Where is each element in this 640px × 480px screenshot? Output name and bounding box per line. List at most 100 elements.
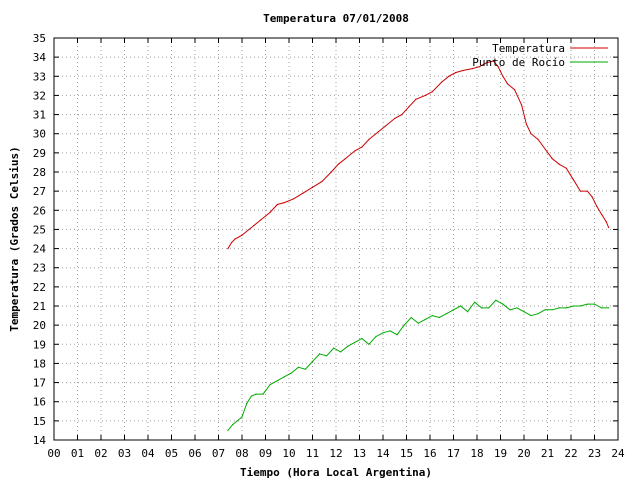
- data-point: [262, 393, 264, 395]
- data-point: [241, 234, 243, 236]
- data-point: [340, 351, 342, 353]
- data-point: [488, 307, 490, 309]
- data-point: [593, 303, 596, 305]
- x-tick-label: 14: [376, 447, 390, 460]
- data-point: [326, 355, 328, 357]
- data-point: [424, 318, 426, 320]
- data-point: [260, 219, 262, 221]
- x-tick-label: 11: [306, 447, 319, 460]
- data-point: [514, 89, 516, 91]
- data-point: [283, 376, 285, 378]
- y-tick-label: 19: [33, 338, 46, 351]
- series-line: [227, 60, 610, 249]
- x-tick-label: 15: [400, 447, 413, 460]
- data-point: [605, 221, 607, 223]
- y-tick-label: 24: [33, 243, 47, 256]
- data-point: [311, 360, 314, 363]
- data-point: [382, 332, 384, 334]
- data-point: [276, 203, 278, 206]
- data-point: [394, 117, 396, 119]
- data-point: [361, 146, 363, 148]
- x-tick-label: 03: [118, 447, 131, 460]
- data-point: [248, 228, 250, 230]
- data-point: [290, 372, 292, 374]
- data-point: [537, 313, 539, 315]
- data-point: [474, 301, 476, 303]
- data-point: [377, 131, 379, 133]
- data-point: [455, 71, 457, 74]
- data-point: [608, 307, 610, 309]
- data-point: [337, 163, 339, 165]
- x-tick-label: 10: [282, 447, 295, 460]
- data-point: [438, 316, 440, 319]
- data-point: [495, 299, 497, 301]
- data-point: [269, 211, 271, 213]
- data-point: [558, 163, 560, 165]
- x-tick-label: 00: [47, 447, 60, 460]
- data-point: [492, 60, 494, 62]
- data-point: [565, 307, 567, 309]
- data-point: [481, 307, 483, 309]
- data-point: [319, 353, 321, 355]
- data-point: [234, 238, 236, 240]
- data-point: [445, 313, 447, 315]
- data-point: [293, 198, 295, 200]
- data-point: [236, 420, 238, 422]
- data-point: [586, 190, 589, 192]
- y-tick-label: 22: [33, 281, 46, 294]
- x-tick-label: 01: [71, 447, 84, 460]
- data-point: [565, 167, 567, 169]
- data-point: [408, 106, 410, 108]
- data-point: [460, 305, 462, 307]
- data-point: [354, 341, 356, 343]
- x-tick-label: 23: [588, 447, 601, 460]
- data-point: [276, 380, 278, 382]
- data-point: [354, 150, 356, 152]
- data-point: [227, 248, 229, 250]
- x-tick-label: 16: [423, 447, 436, 460]
- x-tick-label: 09: [259, 447, 272, 460]
- data-point: [344, 158, 346, 160]
- data-point: [389, 330, 391, 332]
- y-tick-label: 30: [33, 128, 46, 141]
- grid: [54, 38, 618, 440]
- x-tick-label: 08: [235, 447, 248, 460]
- data-point: [525, 123, 528, 125]
- x-tick-label: 02: [94, 447, 107, 460]
- y-tick-label: 15: [33, 415, 46, 428]
- data-point: [375, 336, 377, 338]
- y-tick-label: 31: [33, 109, 46, 122]
- data-point: [253, 225, 255, 227]
- data-point: [462, 69, 464, 72]
- x-tick-label: 19: [494, 447, 507, 460]
- data-point: [467, 311, 469, 313]
- data-point: [424, 94, 426, 96]
- data-point: [410, 316, 412, 319]
- data-point: [530, 133, 532, 135]
- data-point: [297, 366, 299, 368]
- y-tick-label: 33: [33, 70, 46, 83]
- data-point: [478, 66, 480, 68]
- data-point: [302, 192, 304, 194]
- data-point: [579, 305, 582, 307]
- data-point: [600, 213, 603, 215]
- data-point: [591, 196, 593, 198]
- data-point: [537, 138, 539, 141]
- data-point: [502, 303, 504, 305]
- data-point: [544, 309, 546, 311]
- data-point: [283, 202, 285, 204]
- data-point: [269, 383, 271, 386]
- data-point: [586, 303, 589, 305]
- data-point: [417, 322, 419, 324]
- data-point: [431, 91, 433, 93]
- y-tick-label: 27: [33, 185, 46, 198]
- y-tick-label: 21: [33, 300, 46, 313]
- y-tick-label: 35: [33, 32, 46, 45]
- chart-title: Temperatura 07/01/2008: [263, 12, 409, 25]
- data-point: [452, 309, 455, 311]
- data-point: [523, 311, 525, 313]
- data-point: [596, 205, 598, 208]
- data-point: [415, 98, 417, 100]
- data-point: [572, 305, 575, 307]
